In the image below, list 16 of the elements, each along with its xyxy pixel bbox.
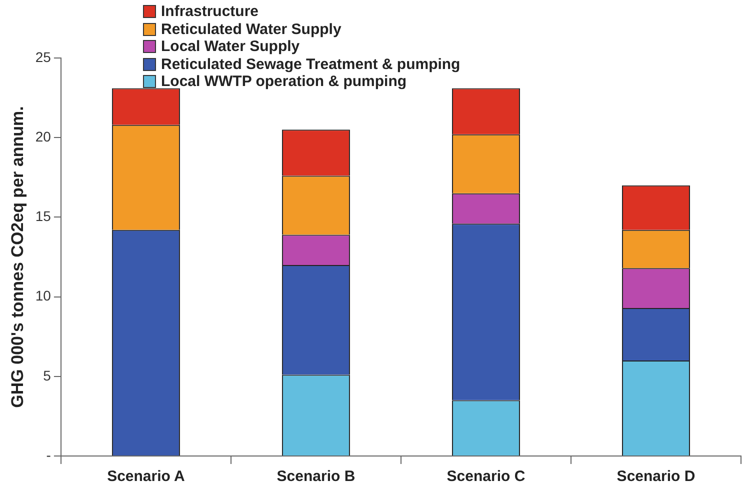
y-tick-label: 25 bbox=[35, 48, 52, 65]
y-tick-label: 15 bbox=[35, 208, 52, 224]
legend-label: Local WWTP operation & pumping bbox=[161, 73, 407, 90]
x-tick-label: Scenario D bbox=[616, 468, 696, 486]
legend-label: Infrastructure bbox=[161, 3, 259, 20]
x-tick-label: Scenario A bbox=[107, 468, 186, 486]
legend-label: Reticulated Sewage Treatment & pumping bbox=[161, 56, 460, 73]
x-tick-label: Scenario B bbox=[276, 468, 356, 486]
y-tick-label: 20 bbox=[35, 128, 52, 144]
y-tick-label: 10 bbox=[35, 288, 52, 304]
y-tick-label: 5 bbox=[43, 367, 52, 384]
y-tick-label: - bbox=[46, 446, 52, 463]
legend-label: Reticulated Water Supply bbox=[161, 20, 342, 38]
x-tick-label: Scenario C bbox=[446, 468, 526, 486]
legend-label: Local Water Supply bbox=[161, 38, 300, 56]
y-axis-title: GHG 000's tonnes CO2eq per annum. bbox=[8, 106, 27, 408]
